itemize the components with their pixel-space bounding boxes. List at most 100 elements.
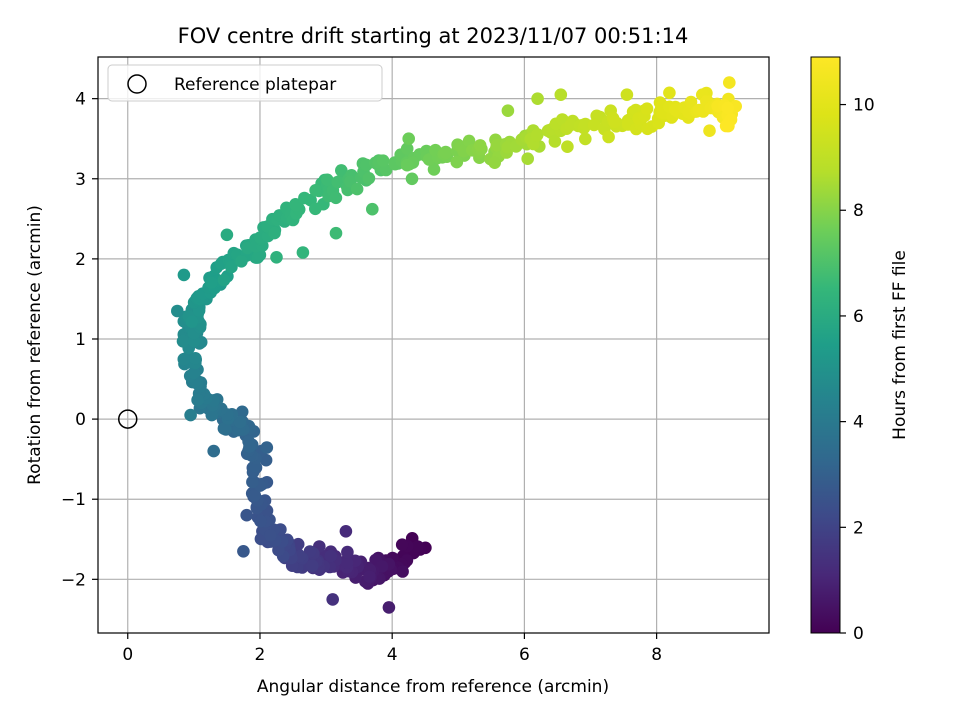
- scatter-point: [246, 475, 259, 489]
- scatter-point: [382, 601, 396, 614]
- scatter-point: [561, 140, 574, 153]
- scatter-point: [341, 545, 354, 559]
- chart-title: FOV centre drift starting at 2023/11/07 …: [178, 24, 689, 48]
- x-axis-ticks: 0 2 4 6 8: [122, 633, 662, 665]
- scatter-point: [220, 228, 234, 242]
- scatter-point: [579, 132, 592, 146]
- y-tick-label: −1: [61, 490, 86, 510]
- scatter-point: [411, 540, 424, 553]
- scatter-point: [620, 88, 634, 101]
- x-tick-label: 6: [519, 645, 530, 665]
- scatter-point: [396, 565, 409, 578]
- scatter-point: [339, 525, 353, 538]
- scatter-point: [177, 268, 191, 282]
- scatter-point: [521, 152, 534, 165]
- scatter-point: [400, 142, 414, 155]
- scatter-point: [187, 366, 201, 380]
- y-tick-label: 0: [75, 410, 86, 430]
- scatter-point: [530, 129, 544, 142]
- scatter-point: [177, 352, 191, 366]
- scatter-point: [703, 124, 716, 137]
- scatter-point: [329, 191, 343, 205]
- scatter-point: [171, 304, 184, 318]
- scatter-point: [184, 408, 197, 422]
- scatter-point: [473, 139, 487, 152]
- scatter-point: [719, 119, 733, 133]
- colorbar-tick-label: 0: [853, 624, 864, 644]
- scatter-point: [205, 408, 219, 422]
- scatter-point: [350, 182, 364, 196]
- scatter-point: [331, 175, 345, 189]
- colorbar-tick-label: 10: [853, 96, 875, 116]
- y-axis-ticks: −2 −1 0 1 2 3 4: [61, 90, 98, 590]
- scatter-point: [663, 86, 676, 100]
- scatter-point: [268, 226, 281, 240]
- scatter-point: [237, 545, 250, 558]
- scatter-point: [324, 549, 338, 563]
- scatter-point: [363, 570, 376, 583]
- scatter-point: [233, 415, 247, 429]
- reference-platepar-marker: [117, 409, 138, 429]
- scatter-point: [240, 508, 253, 522]
- scatter-point: [235, 254, 248, 268]
- colorbar: 0 2 4 6 8 10 Hours from first FF file: [810, 56, 910, 644]
- x-tick-label: 8: [651, 645, 662, 665]
- scatter-point: [501, 104, 515, 117]
- scatter-point: [260, 441, 274, 454]
- scatter-point: [235, 405, 249, 419]
- scatter-point: [191, 393, 204, 407]
- legend-entry-reference-platepar: Reference platepar: [174, 75, 336, 95]
- scatter-point: [264, 529, 277, 542]
- scatter-point: [366, 202, 379, 216]
- y-tick-label: 1: [75, 330, 86, 350]
- y-tick-label: 2: [75, 250, 86, 270]
- y-tick-label: 3: [75, 170, 86, 190]
- scatter-point: [243, 440, 256, 453]
- scatter-point: [218, 422, 232, 435]
- plot-frame: [97, 56, 770, 634]
- scatter-point: [205, 276, 218, 289]
- x-tick-label: 0: [122, 645, 133, 665]
- scatter-point: [207, 444, 220, 458]
- scatter-point: [490, 138, 504, 152]
- colorbar-tick-label: 8: [853, 201, 864, 221]
- colorbar-tick-label: 6: [853, 307, 864, 327]
- colorbar-gradient: [810, 56, 841, 634]
- scatter-point: [321, 173, 334, 187]
- scatter-point: [721, 101, 734, 115]
- scatter-points: [171, 76, 742, 614]
- scatter-point: [640, 102, 654, 115]
- scatter-point: [326, 593, 340, 606]
- scatter-point: [176, 335, 190, 348]
- scatter-point: [395, 538, 409, 551]
- y-tick-label: −2: [61, 570, 86, 590]
- scatter-point: [427, 163, 441, 176]
- scatter-point: [329, 226, 343, 240]
- scatter-point: [531, 92, 544, 105]
- scatter-point: [602, 130, 615, 144]
- colorbar-tick-label: 2: [853, 518, 864, 538]
- scatter-point: [376, 154, 390, 167]
- scatter-point: [254, 514, 267, 528]
- colorbar-label: Hours from first FF file: [890, 250, 910, 440]
- colorbar-tick-label: 4: [853, 413, 864, 433]
- scatter-point: [450, 155, 464, 169]
- scatter-point: [488, 156, 502, 169]
- scatter-point: [248, 489, 261, 502]
- legend: Reference platepar: [107, 64, 383, 102]
- scatter-point: [340, 556, 354, 570]
- scatter-point: [564, 118, 578, 132]
- scatter-point: [548, 135, 562, 148]
- scatter-point: [400, 158, 414, 172]
- scatter-point: [309, 184, 322, 197]
- y-axis-label: Rotation from reference (arcmin): [25, 205, 45, 485]
- x-axis-label: Angular distance from reference (arcmin): [257, 677, 609, 697]
- scatter-point: [723, 76, 736, 89]
- scatter-point: [608, 115, 621, 129]
- x-tick-label: 4: [387, 645, 398, 665]
- legend-box: [107, 64, 383, 102]
- scatter-point: [554, 88, 568, 101]
- scatter-point: [189, 352, 202, 365]
- scatter-point: [289, 198, 303, 212]
